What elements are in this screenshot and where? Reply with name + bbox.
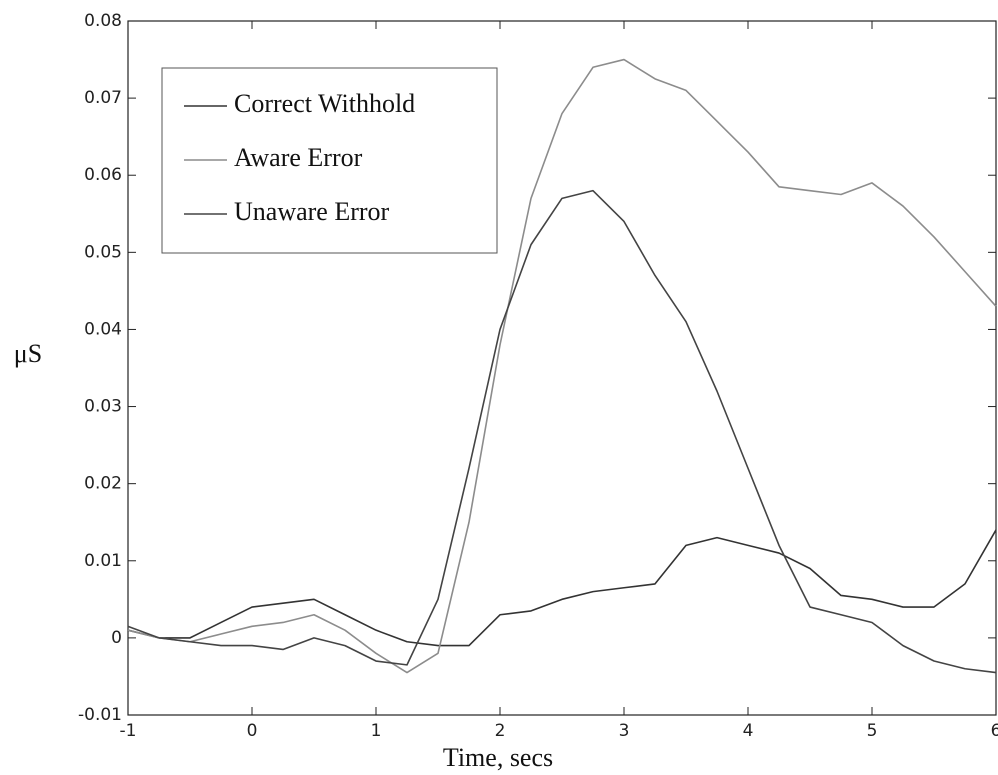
- legend-label: Correct Withhold: [234, 89, 415, 118]
- x-tick-label: -1: [120, 721, 137, 741]
- x-axis-label: Time, secs: [443, 743, 553, 772]
- x-tick-label: 5: [867, 721, 878, 741]
- y-tick-label: 0.07: [84, 88, 122, 108]
- y-tick-label: 0.08: [84, 11, 122, 31]
- y-tick-label: 0.06: [84, 165, 122, 185]
- y-axis-label: μS: [14, 339, 42, 368]
- y-tick-label: 0.04: [84, 319, 122, 339]
- legend-label: Aware Error: [234, 143, 363, 172]
- line: [127, 189, 997, 674]
- line: [127, 529, 997, 647]
- plot-frame: [127, 20, 997, 716]
- x-tick-label: 4: [743, 721, 754, 741]
- y-tick-label: 0.03: [84, 397, 122, 417]
- legend-label: Unaware Error: [234, 197, 390, 226]
- x-tick-label: 6: [991, 721, 998, 741]
- y-tick-label: 0.02: [84, 474, 122, 494]
- x-tick-label: 1: [371, 721, 382, 741]
- y-tick-label: -0.01: [78, 705, 122, 725]
- y-tick-label: 0.01: [84, 551, 122, 571]
- y-tick-label: 0: [111, 628, 122, 648]
- x-tick-label: 3: [619, 721, 630, 741]
- x-tick-label: 0: [247, 721, 258, 741]
- y-tick-label: 0.05: [84, 242, 122, 262]
- line: [127, 58, 997, 674]
- x-tick-label: 2: [495, 721, 506, 741]
